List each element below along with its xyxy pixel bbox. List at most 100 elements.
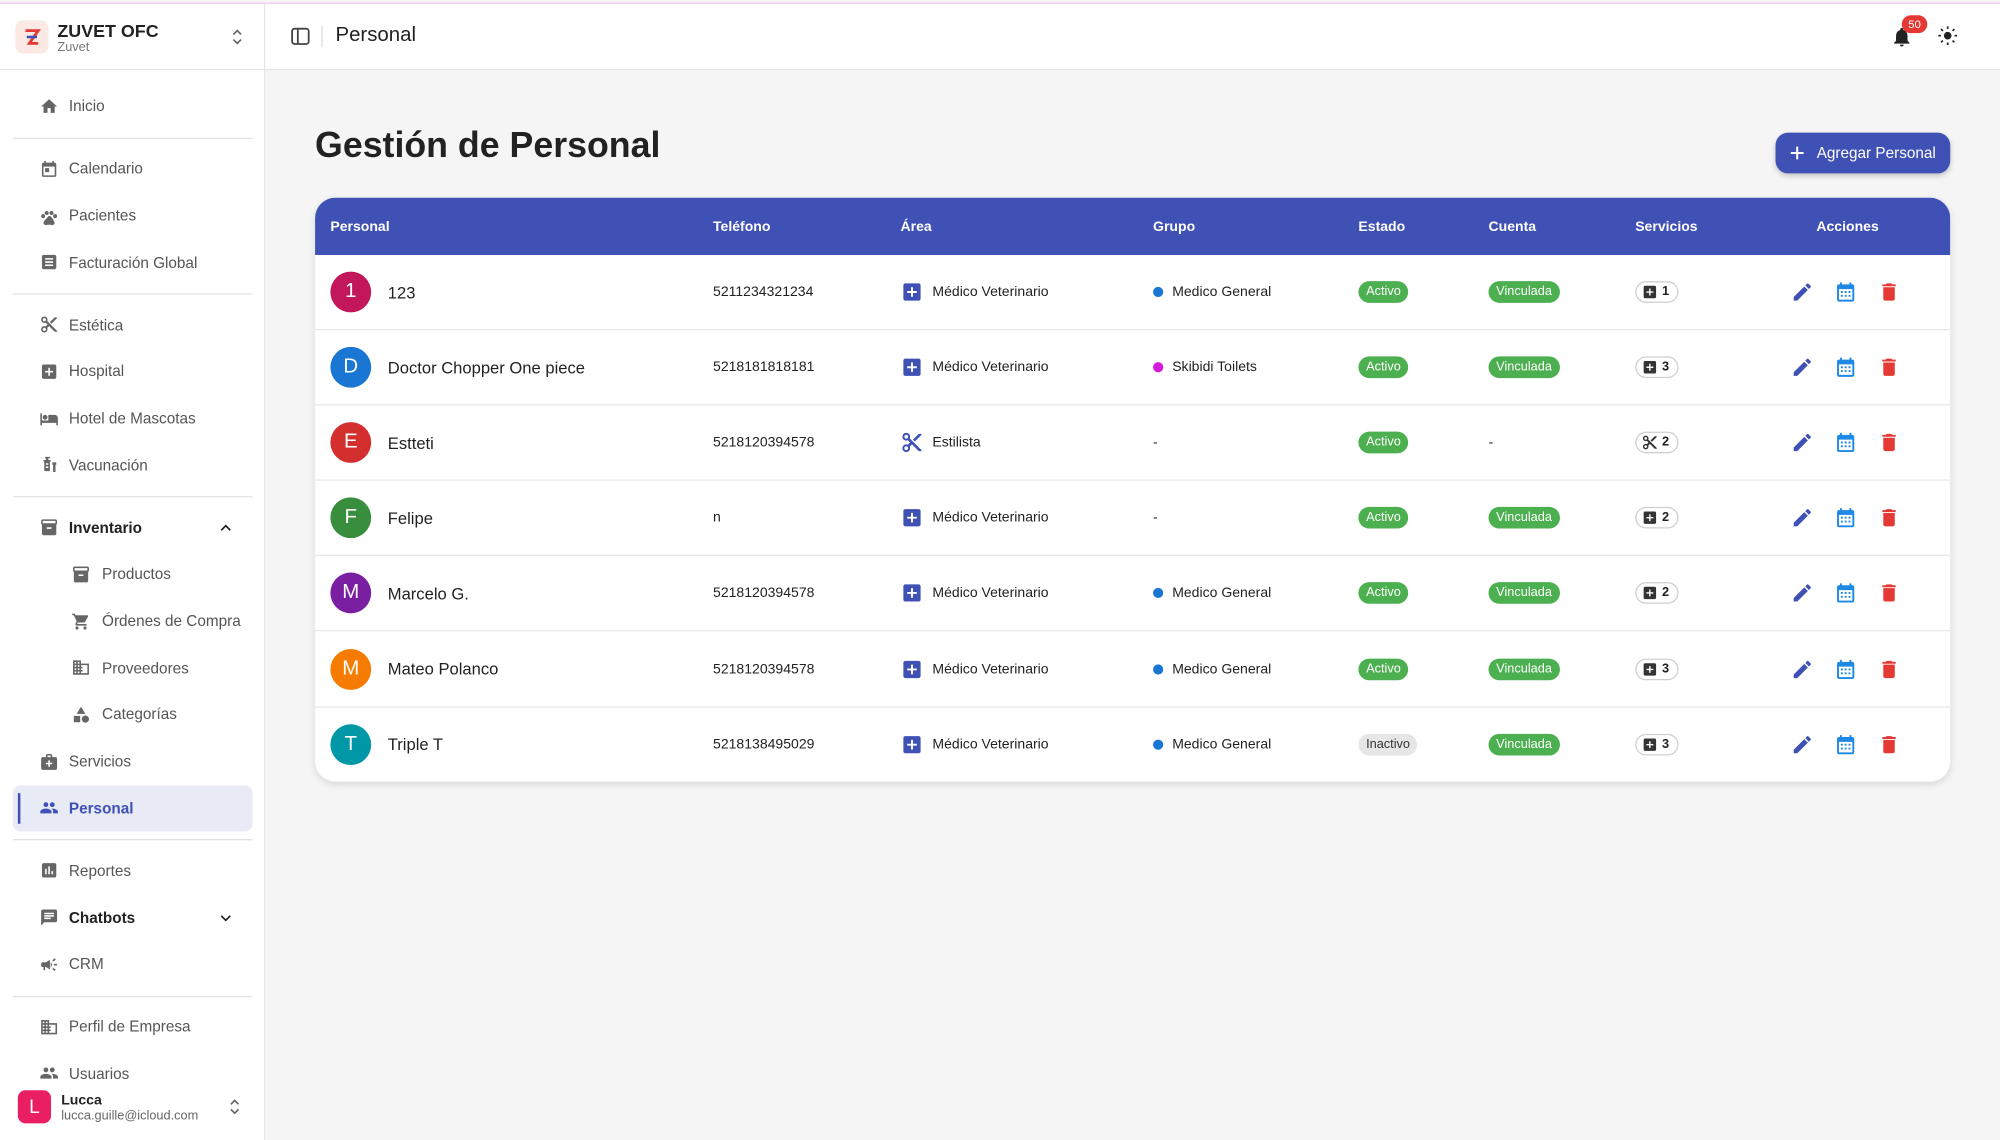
person-cell: F Felipe <box>330 497 433 539</box>
account: Vinculada <box>1488 281 1560 303</box>
services-icon <box>1643 511 1657 525</box>
nav-chevron <box>220 524 231 531</box>
person-cell: 1 123 <box>330 271 415 313</box>
nav-item[interactable]: Inventario <box>0 504 264 551</box>
services-count: 1 <box>1661 285 1670 300</box>
schedule-button[interactable] <box>1834 657 1857 680</box>
person-cell: M Mateo Polanco <box>330 648 498 690</box>
schedule-button[interactable] <box>1834 356 1857 379</box>
edit-button[interactable] <box>1791 356 1814 379</box>
edit-button[interactable] <box>1791 281 1814 304</box>
nav-label: Hospital <box>68 362 125 381</box>
delete-button[interactable] <box>1878 582 1901 605</box>
add-staff-button[interactable]: Agregar Personal <box>1775 132 1951 174</box>
delete-button[interactable] <box>1878 281 1901 304</box>
nav-icon <box>40 802 58 814</box>
services-chip: 2 <box>1635 582 1679 605</box>
sidebar-toggle[interactable] <box>291 27 310 46</box>
schedule-button[interactable] <box>1834 582 1857 605</box>
delete-button[interactable] <box>1878 733 1901 756</box>
nav-item[interactable]: Vacunación <box>0 442 264 489</box>
schedule-button[interactable] <box>1834 281 1857 304</box>
nav-label: Vacunación <box>68 456 148 475</box>
nav-label: Hotel de Mascotas <box>68 409 196 428</box>
nav-icon <box>41 210 58 225</box>
delete-button[interactable] <box>1878 431 1901 454</box>
services-chip: 3 <box>1635 733 1679 756</box>
services-count: 2 <box>1661 586 1670 601</box>
person-cell: D Doctor Chopper One piece <box>330 347 585 388</box>
edit-button[interactable] <box>1791 507 1814 530</box>
group-cell: - <box>1153 510 1158 525</box>
group: Skibidi Toilets <box>1172 359 1257 376</box>
nav-label: Categorías <box>102 705 177 724</box>
nav-icon <box>41 519 58 536</box>
nav-item[interactable]: CRM <box>0 941 264 988</box>
nav-icon <box>41 753 58 770</box>
nav-item[interactable]: Servicios <box>0 738 264 785</box>
table-header: Personal Teléfono Área Grupo Estado Cuenta Ser… <box>315 197 1951 256</box>
group-cell: - <box>1153 435 1158 450</box>
delete-button[interactable] <box>1878 657 1901 680</box>
table-row: 1 123 5211234321234 Médico Veterinario Medic… <box>315 255 1950 329</box>
nav-item[interactable]: Calendario <box>0 145 264 192</box>
schedule-button[interactable] <box>1834 733 1857 756</box>
column-header: Teléfono <box>713 218 771 234</box>
avatar: F <box>330 497 372 539</box>
avatar: M <box>330 573 372 614</box>
column-header: Personal <box>330 218 390 234</box>
nav-label: Chatbots <box>68 908 136 927</box>
services-chip: 2 <box>1635 507 1679 529</box>
edit-button[interactable] <box>1791 733 1814 756</box>
delete-button[interactable] <box>1878 507 1901 530</box>
nav-item[interactable]: Productos <box>0 551 264 598</box>
services-icon <box>1643 587 1657 600</box>
edit-button[interactable] <box>1791 431 1814 454</box>
schedule-button[interactable] <box>1834 431 1857 454</box>
nav-icon <box>72 613 89 630</box>
nav-item[interactable]: Personal <box>12 784 253 832</box>
nav-item[interactable]: Chatbots <box>0 894 264 941</box>
nav-item[interactable]: Estética <box>0 301 264 348</box>
area: Médico Veterinario <box>932 359 1049 376</box>
user[interactable]: L Lucca lucca.guille@icloud.com <box>0 1081 265 1140</box>
page-title: Gestión de Personal <box>315 124 661 165</box>
nav-item[interactable]: Hotel de Mascotas <box>0 395 264 442</box>
nav-item[interactable]: Perfil de Empresa <box>0 1003 264 1050</box>
nav-item[interactable]: Reportes <box>0 847 264 894</box>
nav-item[interactable]: Categorías <box>0 691 264 738</box>
area: Estilista <box>932 435 981 451</box>
nav-icon <box>73 566 89 583</box>
brand[interactable]: ZUVET OFC Zuvet <box>0 4 265 71</box>
area-cell: Médico Veterinario <box>901 657 1049 680</box>
schedule-button[interactable] <box>1834 507 1857 530</box>
sidebar: ZUVET OFC Zuvet Inicio Calendario Paciente… <box>0 3 266 1140</box>
group-dot <box>1153 588 1164 599</box>
nav-item[interactable]: Proveedores <box>0 645 264 692</box>
avatar: E <box>330 422 372 464</box>
services-count: 3 <box>1661 360 1670 375</box>
notifications-button[interactable] <box>1890 24 1913 50</box>
theme-toggle[interactable] <box>1937 26 1958 46</box>
nav-item[interactable]: Usuarios <box>0 1050 264 1081</box>
avatar: 1 <box>330 271 372 313</box>
area-icon <box>903 735 921 753</box>
nav-item[interactable]: Órdenes de Compra <box>0 598 264 645</box>
staff-name: Doctor Chopper One piece <box>387 357 586 377</box>
brand-logo <box>15 20 49 54</box>
nav-label: Facturación Global <box>68 253 198 272</box>
nav-item[interactable]: Inicio <box>0 83 264 130</box>
user-name: Lucca <box>61 1092 102 1109</box>
delete-button[interactable] <box>1878 356 1901 379</box>
phone: 5218181818181 <box>713 359 815 376</box>
status-chip: Activo <box>1358 356 1409 379</box>
nav-item[interactable]: Hospital <box>0 348 264 395</box>
nav-label: Calendario <box>68 159 143 178</box>
edit-button[interactable] <box>1791 657 1814 680</box>
edit-button[interactable] <box>1791 582 1814 605</box>
group: - <box>1153 510 1158 526</box>
nav-divider <box>0 988 264 1004</box>
nav-item[interactable]: Facturación Global <box>0 239 264 286</box>
nav-item[interactable]: Pacientes <box>0 192 264 239</box>
